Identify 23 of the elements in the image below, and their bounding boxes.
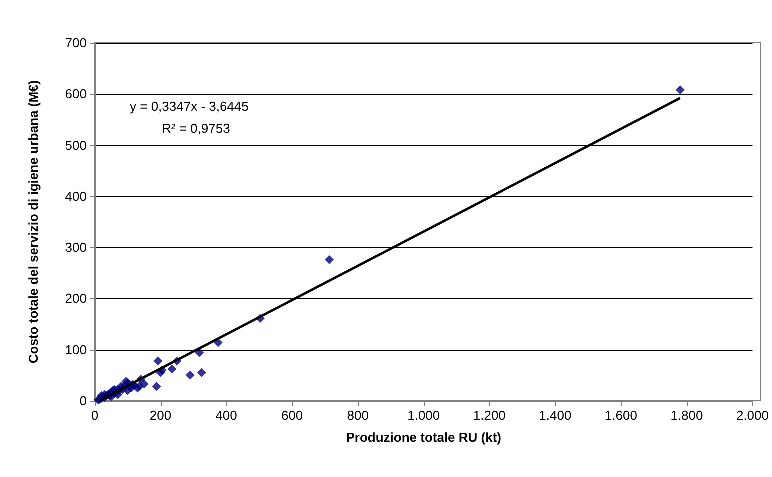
x-tick-label: 600 (281, 408, 304, 423)
x-tick-label: 1.400 (539, 408, 572, 423)
x-tick-label: 0 (91, 408, 99, 423)
y-tick-label: 500 (65, 138, 87, 153)
y-tick-label: 100 (65, 342, 87, 358)
x-tick-label: 800 (347, 408, 369, 423)
annotation: y = 0,3347x - 3,6445 (130, 99, 249, 114)
x-axis-title: Produzione totale RU (kt) (346, 430, 502, 445)
y-axis-title: Costo totale del servizio di igiene urbana (M€) (26, 80, 41, 364)
y-tick-label: 0 (80, 394, 87, 408)
x-tick-label: 1.200 (473, 408, 506, 423)
y-tick-label: 700 (65, 36, 87, 50)
y-tick-label: 300 (65, 240, 87, 256)
x-tick-label: 200 (150, 408, 172, 423)
x-tick-label: 2.000 (736, 408, 770, 423)
x-tick-label: 1.800 (670, 408, 704, 423)
y-tick-label: 200 (65, 291, 87, 306)
x-tick-label: 1.000 (408, 408, 440, 423)
x-tick-label: 400 (216, 408, 238, 423)
annotation: R² = 0,9753 (162, 121, 230, 136)
y-tick-label: 400 (65, 188, 87, 204)
y-tick-label: 600 (65, 86, 87, 102)
x-tick-label: 1.600 (604, 408, 638, 423)
